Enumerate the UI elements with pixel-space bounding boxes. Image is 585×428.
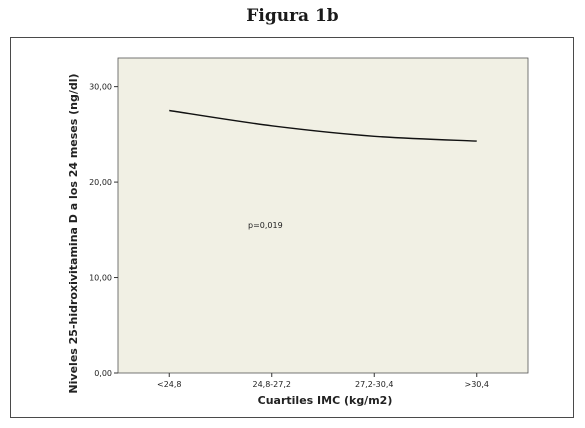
x-tick-label: >30,4 xyxy=(464,380,489,389)
plot-area xyxy=(117,57,529,374)
y-axis: 0,00 10,00 20,00 30,00 xyxy=(89,83,118,378)
y-tick-label: 20,00 xyxy=(89,178,112,187)
x-tick-label: 24,8-27,2 xyxy=(252,380,291,389)
series-layer xyxy=(169,109,477,142)
x-axis: <24,8 24,8-27,2 27,2-30,4 >30,4 xyxy=(157,373,489,389)
p-value-annotation: p=0,019 xyxy=(248,221,283,230)
y-tick-label: 30,00 xyxy=(89,83,112,92)
x-axis-label: Cuartiles IMC (kg/m2) xyxy=(258,394,393,407)
x-tick-label: <24,8 xyxy=(157,380,182,389)
y-tick-label: 0,00 xyxy=(94,369,112,378)
x-tick-label: 27,2-30,4 xyxy=(355,380,394,389)
y-axis-label: Niveles 25-hidroxivitamina D a los 24 me… xyxy=(67,73,80,393)
y-tick-label: 10,00 xyxy=(89,274,112,283)
series-line xyxy=(169,109,477,142)
figure-title: Figura 1b xyxy=(246,6,339,26)
